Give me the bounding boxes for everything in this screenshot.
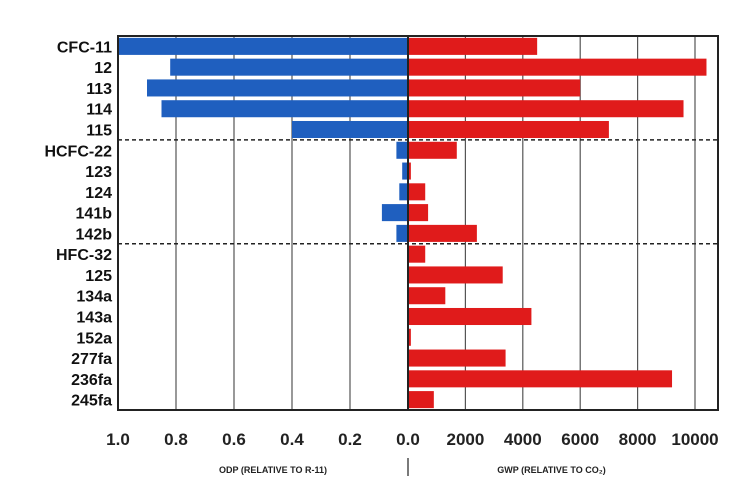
odp-bar	[161, 100, 408, 118]
category-label: 115	[86, 123, 112, 140]
odp-tick-label: 0.2	[338, 430, 362, 449]
category-label: 124	[85, 185, 112, 202]
odp-tick-label: 1.0	[106, 430, 130, 449]
gwp-bar	[408, 100, 684, 118]
gwp-bar	[408, 266, 503, 284]
category-label: 114	[86, 102, 112, 119]
odp-bar	[396, 141, 408, 159]
odp-bar	[170, 58, 408, 76]
odp-axis-label: ODP (RELATIVE TO R-11)	[219, 465, 327, 475]
odp-tick-label: 0.6	[222, 430, 246, 449]
category-label: 142b	[76, 226, 113, 243]
category-label: 152a	[76, 330, 112, 347]
gwp-tick-label: 2000	[446, 430, 484, 449]
gwp-bar	[408, 307, 532, 326]
category-label: 134a	[76, 289, 112, 306]
gwp-tick-label: 8000	[619, 430, 657, 449]
gwp-bar	[408, 141, 457, 159]
gwp-bar	[408, 349, 506, 367]
gwp-bar	[408, 37, 538, 55]
odp-bar	[147, 79, 408, 97]
gwp-bar	[408, 245, 426, 263]
gwp-tick-label: 4000	[504, 430, 542, 449]
category-label: 141b	[76, 206, 113, 223]
odp-bar	[399, 183, 408, 201]
gwp-bar	[408, 224, 477, 242]
gwp-bar	[408, 183, 426, 201]
odp-bar	[292, 120, 408, 139]
gwp-axis-label: GWP (RELATIVE TO CO₂)	[497, 465, 606, 475]
plot-frame	[117, 35, 719, 411]
gwp-bar	[408, 58, 707, 76]
category-label: 123	[85, 164, 112, 181]
category-label: 12	[94, 60, 112, 77]
category-label: HFC-32	[56, 247, 112, 264]
odp-bar	[402, 162, 408, 180]
odp-bar	[381, 204, 408, 222]
gwp-bar	[408, 391, 434, 409]
category-label: 125	[85, 268, 112, 285]
gwp-bar	[408, 370, 673, 388]
odp-bar	[396, 224, 408, 242]
odp-tick-label: 0.0	[396, 430, 420, 449]
category-label: 143a	[76, 310, 112, 327]
gwp-bar	[408, 162, 411, 180]
gwp-bar	[408, 287, 446, 305]
odp-tick-label: 0.8	[164, 430, 188, 449]
category-label: 113	[86, 81, 112, 98]
category-label: 245fa	[71, 393, 112, 410]
category-label: 236fa	[71, 372, 112, 389]
category-label: CFC-11	[57, 39, 112, 56]
category-label: HCFC-22	[44, 143, 112, 160]
odp-bar	[118, 37, 408, 55]
gwp-bar	[408, 204, 429, 222]
gwp-bar	[408, 328, 411, 346]
gwp-tick-label: 10000	[671, 430, 718, 449]
gwp-bar	[408, 120, 609, 139]
category-label: 277fa	[71, 351, 112, 368]
gwp-bar	[408, 79, 581, 97]
odp-tick-label: 0.4	[280, 430, 304, 449]
gwp-tick-label: 6000	[561, 430, 599, 449]
